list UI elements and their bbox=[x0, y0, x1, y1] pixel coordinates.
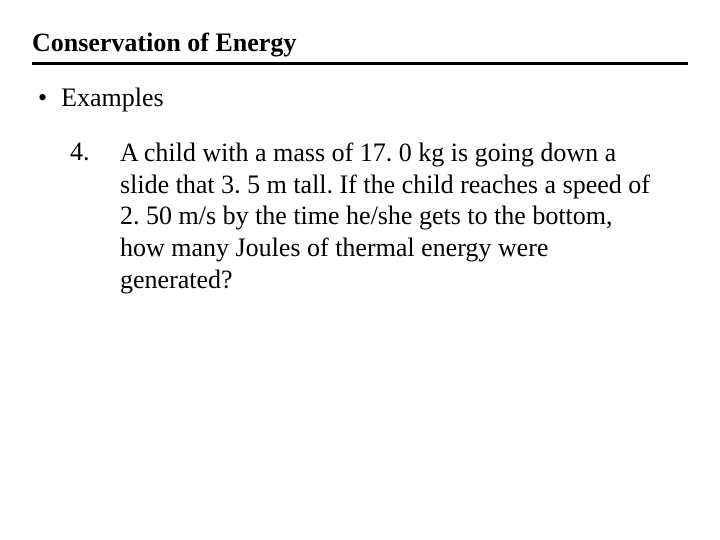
example-item: 4. A child with a mass of 17. 0 kg is go… bbox=[32, 137, 688, 296]
example-number: 4. bbox=[70, 137, 112, 167]
bullet-item: • Examples bbox=[32, 83, 688, 113]
example-text: A child with a mass of 17. 0 kg is going… bbox=[120, 137, 660, 296]
page-title: Conservation of Energy bbox=[32, 28, 688, 65]
bullet-label: Examples bbox=[61, 83, 164, 113]
bullet-marker: • bbox=[38, 85, 47, 111]
